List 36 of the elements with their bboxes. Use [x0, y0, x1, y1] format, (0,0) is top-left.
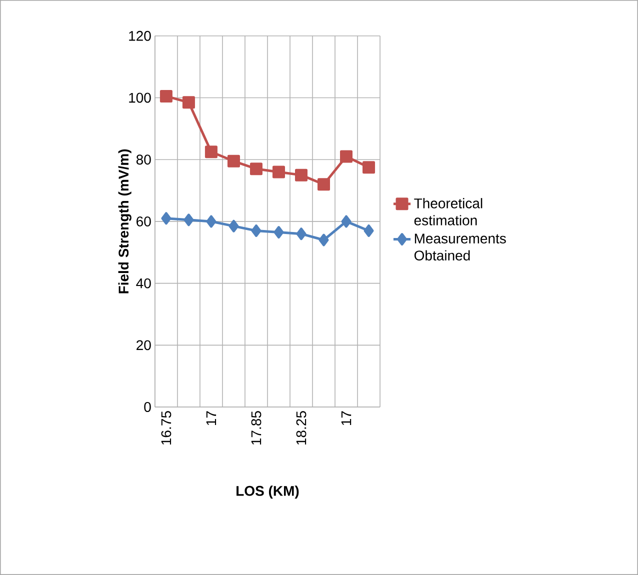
y-axis-title: Field Strength (mV/m)	[118, 149, 132, 294]
point	[204, 146, 218, 158]
point	[296, 228, 306, 240]
point	[250, 162, 262, 176]
point	[227, 154, 240, 168]
point	[206, 215, 216, 228]
y-tick-label: 60	[136, 216, 151, 226]
point	[161, 212, 172, 225]
y-tick-label: 40	[136, 278, 151, 288]
point	[272, 166, 285, 178]
point	[340, 150, 353, 163]
point	[318, 178, 330, 191]
point	[364, 224, 374, 238]
legend-label: Theoretical estimation	[414, 198, 482, 226]
x-axis-title: LOS (KM)	[236, 486, 299, 499]
point	[251, 224, 262, 238]
point	[295, 168, 308, 182]
legend-label: Measurements Obtained	[414, 234, 506, 261]
point	[318, 234, 329, 246]
point	[274, 226, 284, 239]
point	[160, 90, 172, 102]
point	[184, 214, 194, 226]
y-tick-label: 100	[129, 92, 151, 103]
point	[362, 161, 376, 174]
point	[341, 215, 352, 228]
x-tick-label: 17.85	[251, 411, 262, 445]
x-tick-label: 18.25	[296, 411, 306, 445]
point	[228, 220, 239, 232]
y-tick-label: 20	[136, 340, 151, 350]
point	[182, 96, 195, 109]
y-tick-label: 120	[129, 30, 151, 41]
x-tick-label: 17	[341, 411, 352, 426]
y-tick-label: 80	[136, 154, 151, 165]
x-tick-label: 17	[206, 411, 216, 426]
y-tick-label: 0	[144, 402, 151, 412]
x-tick-label: 16.75	[161, 411, 172, 445]
